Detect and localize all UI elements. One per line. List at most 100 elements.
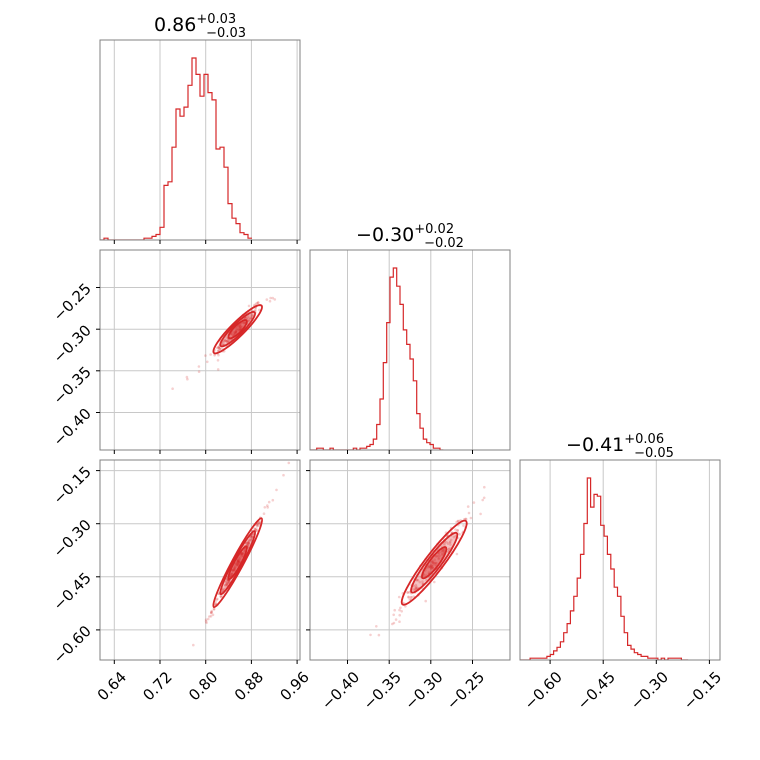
sample-point xyxy=(449,543,452,546)
scatter-panel-1-2-frame xyxy=(309,459,511,661)
histogram-panel-0-frame xyxy=(99,39,301,241)
sample-point xyxy=(407,596,410,599)
sample-point xyxy=(466,505,470,508)
sample-point xyxy=(431,566,435,570)
sample-point xyxy=(208,615,211,618)
sample-point xyxy=(408,598,412,601)
sample-point xyxy=(266,506,270,509)
sample-point xyxy=(239,325,242,328)
x-tick-label-param1-2: −0.30 xyxy=(401,668,446,713)
sample-point xyxy=(237,560,241,564)
sample-point xyxy=(255,524,259,528)
sample-point xyxy=(249,317,252,321)
sample-point xyxy=(456,529,459,532)
sample-point xyxy=(246,541,250,545)
sample-point xyxy=(234,332,237,335)
y-tick-label-param2-3: −0.15 xyxy=(50,463,95,508)
sample-point xyxy=(236,563,239,566)
sample-point xyxy=(238,557,242,561)
sample-point xyxy=(256,301,260,304)
sample-point xyxy=(254,527,258,530)
sample-point xyxy=(247,315,250,319)
y-tick-label-param1-0: −0.40 xyxy=(50,405,95,450)
sample-point xyxy=(204,620,208,623)
sample-point xyxy=(197,365,201,368)
sample-point xyxy=(234,330,237,334)
sample-point xyxy=(430,564,433,568)
sample-point xyxy=(226,581,230,585)
sample-point xyxy=(282,473,285,477)
sample-point xyxy=(249,313,253,317)
y-tick-label-param2-2: −0.30 xyxy=(50,516,95,561)
sample-point xyxy=(248,539,251,543)
sample-point xyxy=(236,560,240,564)
sample-point xyxy=(239,325,242,329)
sample-point xyxy=(243,317,247,320)
sample-point xyxy=(224,580,228,584)
sample-point xyxy=(437,552,441,556)
sample-point xyxy=(237,558,241,561)
sample-point xyxy=(479,512,482,516)
sample-point xyxy=(234,566,238,569)
sample-point xyxy=(234,329,237,333)
sample-point xyxy=(464,517,468,521)
sample-point xyxy=(210,610,213,614)
sample-point xyxy=(248,538,252,542)
x-tick-label-param0-2: 0.80 xyxy=(185,668,221,704)
sample-point xyxy=(228,580,231,584)
sample-point xyxy=(217,349,220,352)
sample-point xyxy=(217,353,220,357)
sample-point xyxy=(455,552,459,556)
sample-point xyxy=(414,583,418,587)
sample-point xyxy=(209,353,212,356)
sample-point xyxy=(221,589,225,592)
sample-point xyxy=(246,543,250,547)
title-plus-1: +0.02 xyxy=(414,222,454,237)
sample-point xyxy=(236,560,239,563)
sample-point xyxy=(241,554,244,558)
sample-point xyxy=(398,608,401,612)
sample-point xyxy=(448,541,452,544)
sample-point xyxy=(398,613,402,617)
sample-point xyxy=(431,560,435,564)
sample-point xyxy=(481,498,485,502)
sample-point xyxy=(237,325,240,328)
sample-point xyxy=(233,564,236,568)
sample-point xyxy=(454,528,457,531)
sample-point xyxy=(428,565,432,568)
sample-point xyxy=(255,301,258,305)
title-minus-1: −0.02 xyxy=(424,236,464,251)
sample-point xyxy=(240,552,244,555)
sample-point xyxy=(215,346,219,350)
sample-point xyxy=(253,528,257,531)
x-tick-label-param0-3: 0.88 xyxy=(231,668,267,704)
title-param-1: −0.30+0.02 −0.02 xyxy=(356,222,464,251)
sample-point xyxy=(435,561,438,565)
sample-point xyxy=(204,354,207,357)
y-tick-label-param2-0: −0.60 xyxy=(50,622,95,667)
sample-point xyxy=(457,519,460,523)
title-plus-2: +0.06 xyxy=(624,432,664,447)
sample-point xyxy=(235,563,238,567)
sample-point xyxy=(230,572,234,576)
sample-point xyxy=(237,560,241,564)
sample-point xyxy=(237,559,240,563)
sample-point xyxy=(412,595,415,598)
sample-point xyxy=(431,560,435,563)
sample-point xyxy=(217,346,220,349)
sample-point xyxy=(232,333,236,337)
sample-point xyxy=(251,314,254,317)
sample-point xyxy=(236,560,239,563)
sample-point xyxy=(246,540,250,544)
x-tick-label-param0-0: 0.64 xyxy=(94,668,130,704)
sample-point xyxy=(179,665,182,668)
sample-point xyxy=(414,586,418,589)
sample-point xyxy=(519,448,522,451)
sample-point xyxy=(406,591,409,594)
sample-point xyxy=(242,322,246,326)
sample-point xyxy=(430,565,433,569)
sample-point xyxy=(236,564,239,568)
sample-point xyxy=(247,319,250,323)
density-contour-0 xyxy=(227,319,248,340)
sample-point xyxy=(236,563,240,566)
